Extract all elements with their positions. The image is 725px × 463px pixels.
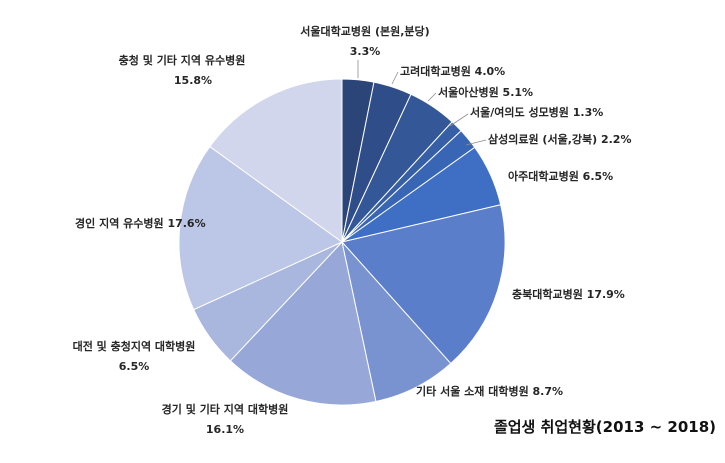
slice-label: 기타 서울 소재 대학병원 8.7% — [416, 384, 563, 398]
slice-value-label: 16.1% — [206, 423, 244, 436]
slice-label: 서울아산병원 5.1% — [438, 85, 533, 99]
slice-value-label: 3.3% — [350, 45, 381, 58]
slice-label: 삼성의료원 (서울,강북) 2.2% — [488, 132, 631, 146]
slice-label: 경기 및 기타 지역 대학병원 — [162, 402, 289, 416]
leader-line — [427, 92, 437, 102]
pie-slice — [229, 240, 377, 406]
leader-lines — [357, 60, 487, 146]
pie-slice — [178, 145, 343, 311]
slice-label: 고려대학교병원 4.0% — [400, 64, 505, 78]
leader-line — [391, 71, 399, 85]
leader-line — [465, 139, 487, 146]
slice-label: 충청 및 기타 지역 유수병원 — [119, 53, 246, 67]
chart-title: 졸업생 취업현황(2013 ~ 2018) — [494, 418, 716, 436]
pie-slice — [209, 78, 343, 243]
slice-label: 충북대학교병원 17.9% — [512, 287, 625, 301]
pie-slice — [341, 204, 506, 365]
slice-label: 경인 지역 유수병원 17.6% — [75, 216, 206, 230]
slice-label: 서울/여의도 성모병원 1.3% — [470, 105, 603, 119]
slice-value-label: 6.5% — [119, 360, 150, 373]
leader-line — [449, 113, 469, 127]
pie-slices — [178, 78, 506, 406]
slice-label: 대전 및 충청지역 대학병원 — [73, 339, 196, 353]
slice-value-label: 15.8% — [174, 74, 212, 87]
slice-labels: 서울대학교병원 (본원,분당) 3.3% 고려대학교병원 4.0% 서울아산병원 5.… — [73, 24, 632, 436]
slice-label: 서울대학교병원 (본원,분당) — [300, 24, 429, 38]
slice-label: 아주대학교병원 6.5% — [508, 169, 613, 183]
